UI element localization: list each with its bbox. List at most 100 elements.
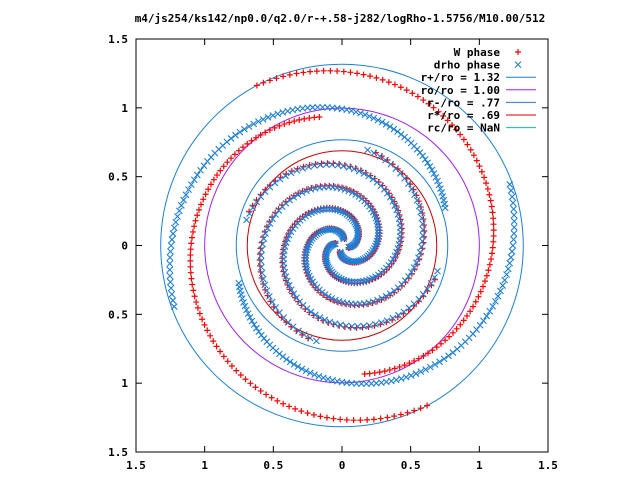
- data-point: [356, 257, 363, 265]
- data-point: [252, 324, 260, 332]
- data-point: [415, 355, 422, 362]
- data-point: [195, 206, 202, 213]
- data-point: [392, 376, 400, 384]
- data-point: [426, 363, 434, 371]
- data-point: [393, 206, 401, 214]
- data-point: [405, 273, 412, 280]
- data-point: [167, 242, 175, 249]
- data-point: [188, 240, 195, 247]
- data-point: [284, 107, 292, 115]
- data-point: [426, 162, 434, 170]
- data-point: [328, 161, 336, 168]
- data-point: [304, 410, 311, 417]
- data-point: [276, 122, 283, 129]
- data-point: [317, 413, 324, 420]
- data-point: [369, 298, 377, 305]
- data-point: [438, 189, 446, 196]
- data-point: [326, 205, 333, 213]
- data-point: [257, 132, 264, 139]
- data-point: [261, 281, 269, 289]
- data-point: [510, 224, 518, 231]
- data-point: [476, 163, 483, 170]
- data-point: [391, 365, 398, 372]
- data-point: [472, 298, 479, 305]
- x-tick-label: 0.5: [263, 459, 283, 472]
- data-point: [476, 321, 484, 329]
- data-point: [350, 165, 358, 173]
- data-point: [232, 131, 239, 139]
- data-point: [397, 375, 405, 383]
- data-point: [434, 177, 441, 185]
- data-point: [412, 370, 420, 378]
- data-point: [354, 70, 361, 77]
- data-point: [345, 277, 353, 285]
- data-point: [257, 257, 265, 265]
- data-point: [244, 310, 252, 318]
- data-point: [396, 363, 403, 370]
- data-point: [347, 69, 354, 76]
- data-point: [361, 111, 369, 119]
- data-point: [374, 116, 382, 124]
- data-point: [470, 152, 477, 159]
- data-point: [257, 263, 265, 271]
- data-point: [444, 117, 451, 124]
- data-point: [246, 210, 253, 218]
- data-point: [220, 353, 227, 360]
- data-point: [490, 227, 497, 234]
- data-point: [355, 167, 363, 175]
- data-point: [166, 278, 174, 286]
- data-point: [417, 368, 425, 376]
- data-point: [391, 413, 398, 420]
- data-point: [172, 218, 180, 226]
- data-point: [167, 284, 175, 292]
- data-point: [486, 191, 493, 198]
- data-point: [394, 128, 401, 136]
- data-point: [501, 276, 509, 284]
- data-point: [214, 172, 221, 179]
- data-point: [321, 316, 329, 324]
- data-point: [190, 287, 197, 294]
- data-point: [175, 207, 183, 215]
- legend-label: r+/ro = 1.32: [421, 71, 500, 84]
- data-point: [411, 407, 418, 414]
- data-point: [386, 366, 393, 373]
- data-point: [490, 215, 497, 222]
- data-point: [358, 380, 365, 388]
- data-point: [313, 68, 320, 75]
- reference-circle: [246, 150, 438, 341]
- data-point: [187, 263, 194, 270]
- data-point: [489, 250, 496, 257]
- data-point: [510, 230, 518, 237]
- data-point: [415, 202, 423, 210]
- data-point: [220, 163, 227, 170]
- data-point: [418, 214, 426, 222]
- data-point: [189, 281, 196, 288]
- data-point: [440, 112, 447, 119]
- y-tick-label: 0: [121, 240, 128, 253]
- data-point: [420, 352, 427, 359]
- legend-label: r-/ro = .77: [427, 96, 500, 109]
- data-point: [169, 230, 177, 238]
- data-point: [360, 322, 368, 330]
- data-point: [373, 74, 380, 81]
- data-point: [418, 237, 426, 245]
- data-point: [268, 394, 275, 401]
- data-point: [422, 366, 430, 373]
- data-point: [485, 267, 492, 274]
- data-point: [210, 338, 217, 345]
- data-point: [431, 273, 438, 281]
- data-point: [432, 173, 440, 181]
- data-point: [187, 252, 194, 259]
- data-point: [408, 185, 416, 193]
- data-point: [497, 287, 504, 295]
- data-point: [436, 358, 443, 366]
- data-point: [257, 193, 265, 201]
- data-point: [334, 161, 342, 169]
- data-point: [275, 207, 283, 214]
- legend-marker: [514, 61, 522, 68]
- data-point: [457, 321, 464, 328]
- data-point: [424, 159, 432, 167]
- data-point: [224, 159, 231, 166]
- data-point: [374, 232, 382, 240]
- data-point: [367, 73, 374, 80]
